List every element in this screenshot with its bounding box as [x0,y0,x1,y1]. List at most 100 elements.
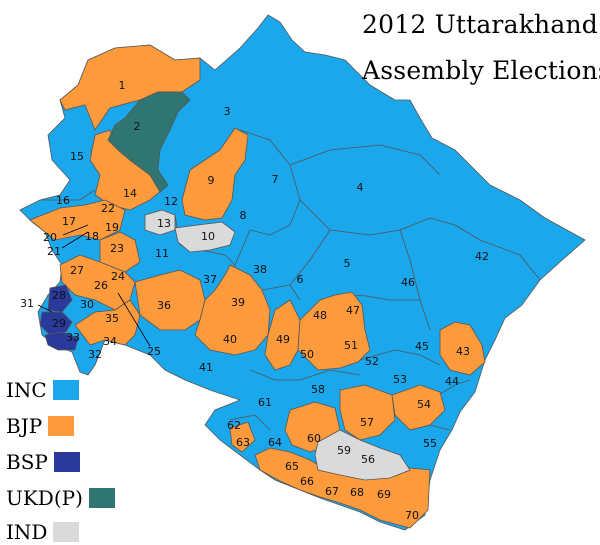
constituency-label-64: 64 [268,436,282,449]
legend-label: UKD(P) [6,486,83,510]
constituency-56-59-area [314,429,411,481]
constituency-label-69: 69 [377,488,391,501]
constituency-label-30: 30 [80,298,94,311]
constituency-label-7: 7 [272,173,279,186]
constituency-label-17: 17 [62,215,76,228]
constituency-9-area [181,127,249,221]
constituency-2-area [107,91,191,193]
constituency-label-19: 19 [105,221,119,234]
legend-label: INC [6,378,47,402]
legend-item-bjp: BJP [6,413,75,439]
constituency-label-28: 28 [52,289,66,302]
legend-item-bsp: BSP [6,449,80,475]
constituency-label-59: 59 [337,444,351,457]
constituency-label-25: 25 [147,345,161,358]
constituency-29-31-area [39,311,73,336]
constituency-label-13: 13 [157,217,171,230]
legend-label: BJP [6,414,43,438]
legend-swatch-ukdp [88,488,115,508]
constituency-label-2: 2 [134,120,141,133]
constituency-43-area [439,321,486,376]
map-title-line2: Assembly Elections [362,56,600,85]
legend-item-ukdp: UKD(P) [6,485,115,511]
constituency-label-65: 65 [285,460,299,473]
constituency-13-area [144,209,176,236]
constituency-label-53: 53 [393,373,407,386]
constituency-label-47: 47 [346,304,360,317]
legend-label: IND [6,520,48,544]
constituency-label-56: 56 [361,453,375,466]
constituency-label-57: 57 [360,416,374,429]
legend-item-inc: INC [6,377,79,403]
ind-regions [144,209,411,481]
constituency-label-31: 31 [20,297,34,310]
constituency-label-42: 42 [475,250,489,263]
constituency-label-8: 8 [240,209,247,222]
constituency-label-5: 5 [344,257,351,270]
constituency-label-68: 68 [350,486,364,499]
legend-swatch-inc [52,380,79,400]
constituency-label-54: 54 [417,398,431,411]
constituency-63-area [229,421,256,453]
constituency-57-area [339,384,396,441]
constituency-label-38: 38 [253,263,267,276]
constituency-label-3: 3 [224,105,231,118]
constituency-33-area [44,331,79,351]
legend-item-ind: IND [6,519,80,545]
constituency-label-43: 43 [456,345,470,358]
constituency-label-58: 58 [311,383,325,396]
constituency-label-36: 36 [157,299,171,312]
constituency-17-22-area [29,199,126,241]
constituency-label-14: 14 [123,187,137,200]
constituency-label-60: 60 [307,432,321,445]
constituency-label-39: 39 [231,296,245,309]
constituency-label-26: 26 [94,279,108,292]
constituency-label-33: 33 [66,331,80,344]
constituency-label-41: 41 [199,361,213,374]
leader-lines [37,224,151,347]
constituency-54-area [391,384,446,431]
constituency-label-27: 27 [70,264,84,277]
constituency-label-15: 15 [70,150,84,163]
constituency-label-49: 49 [276,333,290,346]
constituency-label-35: 35 [105,312,119,325]
map-title-line1: 2012 Uttarakhand [362,10,598,39]
constituency-label-16: 16 [56,194,70,207]
constituency-28-area [47,284,73,313]
constituency-label-66: 66 [300,475,314,488]
constituency-label-44: 44 [445,375,459,388]
constituency-label-29: 29 [52,317,66,330]
constituency-label-51: 51 [344,339,358,352]
constituency-label-22: 22 [101,202,115,215]
constituency-label-9: 9 [208,174,215,187]
constituency-47-50-51-area [297,291,371,371]
constituency-label-63: 63 [236,436,250,449]
constituency-label-20: 20 [43,231,57,244]
constituency-label-48: 48 [313,309,327,322]
legend-swatch-ind [53,522,80,542]
constituency-label-67: 67 [325,485,339,498]
constituency-label-61: 61 [258,396,272,409]
constituency-label-62: 62 [227,419,241,432]
constituency-label-32: 32 [88,348,102,361]
constituency-label-55: 55 [423,437,437,450]
constituency-label-4: 4 [357,181,364,194]
constituency-label-52: 52 [365,355,379,368]
bjp-regions [29,44,486,529]
constituency-39-40-area [194,264,271,356]
constituency-label-70: 70 [405,509,419,522]
constituency-label-46: 46 [401,276,415,289]
bsp-regions [39,284,79,351]
constituency-labels: 1234567891011121314151617181920212223242… [20,79,489,522]
constituency-label-6: 6 [297,273,304,286]
constituency-label-18: 18 [85,230,99,243]
legend-label: BSP [6,450,48,474]
constituency-label-1: 1 [119,79,126,92]
constituency-label-34: 34 [103,335,117,348]
constituency-1-area [59,44,201,131]
legend-swatch-bsp [53,452,80,472]
constituency-label-50: 50 [300,348,314,361]
constituency-label-21: 21 [47,245,61,258]
constituency-label-37: 37 [203,273,217,286]
